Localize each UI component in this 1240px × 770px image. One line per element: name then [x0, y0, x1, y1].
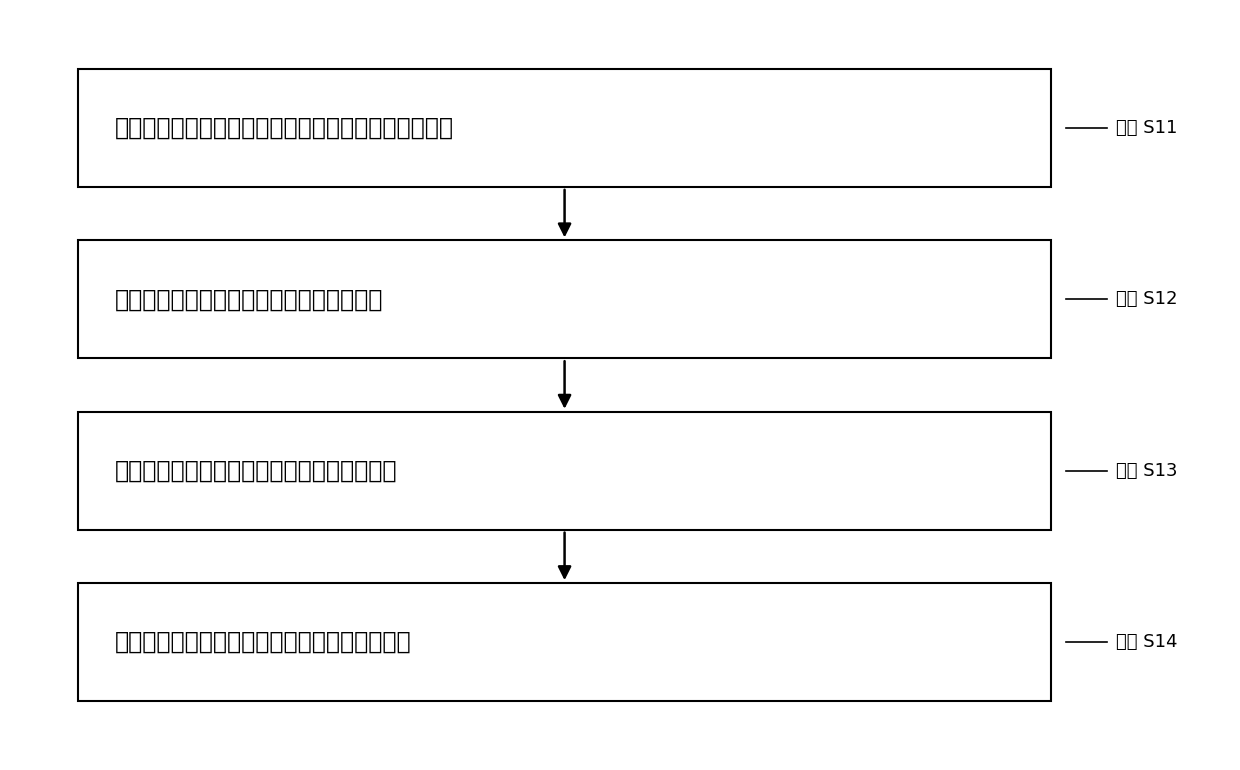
Text: 利用提供的因素单排序方法计算单排序矩阵: 利用提供的因素单排序方法计算单排序矩阵 — [115, 287, 383, 311]
Text: 根据各因素权重和因素单排序矩阵计算总排序: 根据各因素权重和因素单排序矩阵计算总排序 — [115, 459, 398, 483]
Text: 根据总排序结果并结合现场实际得到选井依据。: 根据总排序结果并结合现场实际得到选井依据。 — [115, 630, 412, 654]
Bar — [78, 583, 1052, 701]
Bar — [78, 69, 1052, 187]
Text: 步骤 S13: 步骤 S13 — [1116, 462, 1178, 480]
Text: 以吞吐后开井含水率为评价指标计算并修正各因素权重: 以吞吐后开井含水率为评价指标计算并修正各因素权重 — [115, 116, 454, 140]
Text: 步骤 S11: 步骤 S11 — [1116, 119, 1178, 137]
Bar — [78, 412, 1052, 530]
Bar — [78, 240, 1052, 358]
Text: 步骤 S14: 步骤 S14 — [1116, 633, 1178, 651]
Text: 步骤 S12: 步骤 S12 — [1116, 290, 1178, 308]
